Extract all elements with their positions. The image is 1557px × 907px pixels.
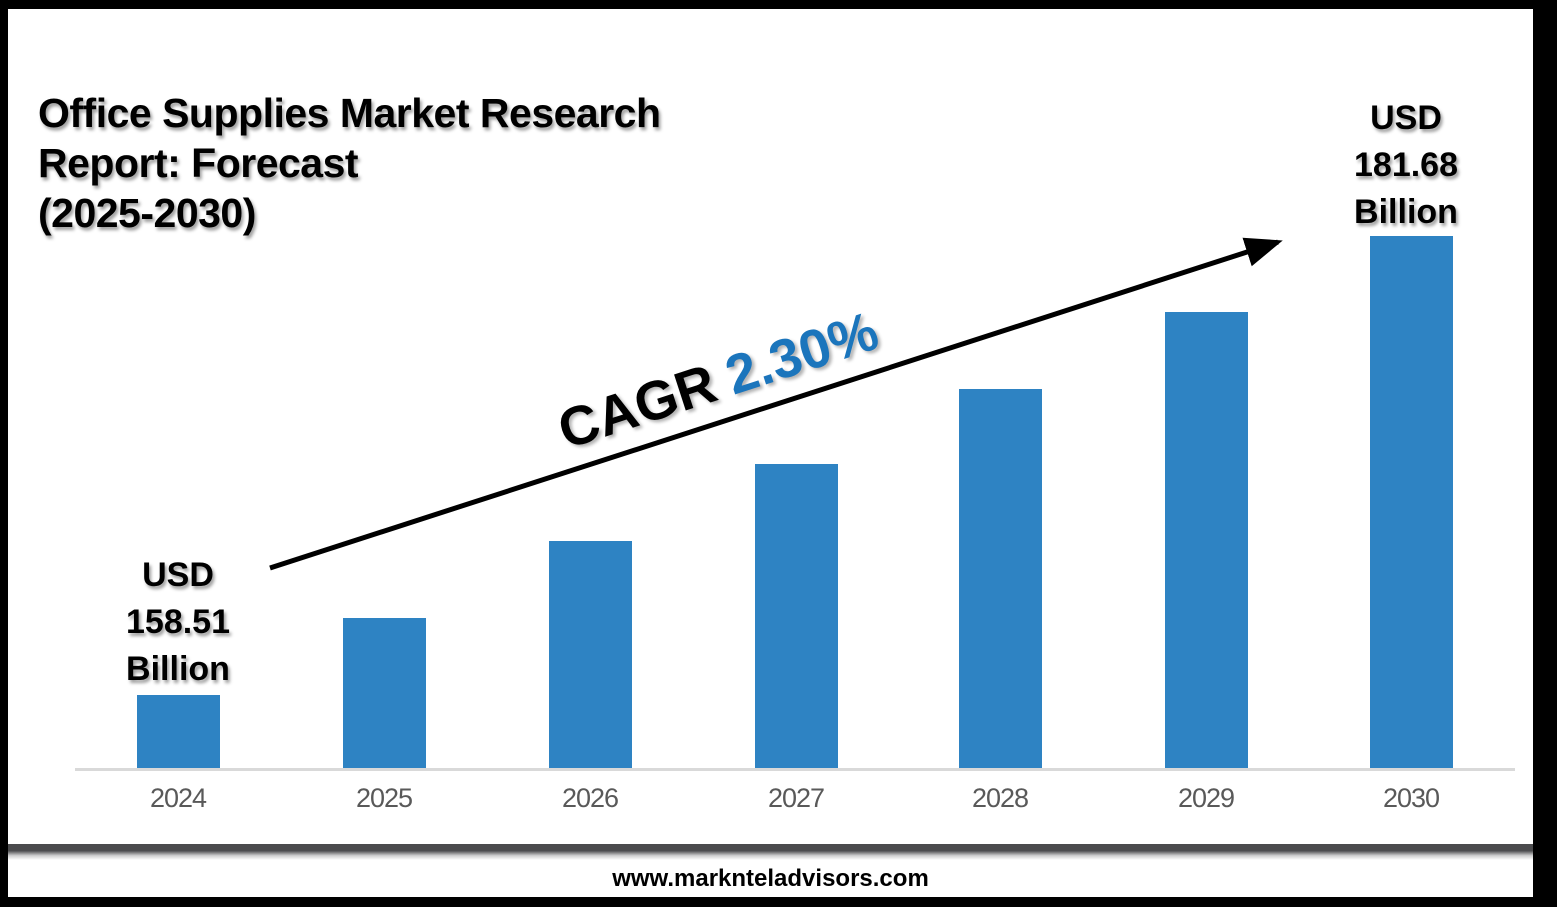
bar-2026 [549,541,632,768]
bar-2027 [755,464,838,768]
chart-title: Office Supplies Market Research Report: … [38,90,661,236]
x-tick-2026: 2026 [561,783,619,813]
x-tick-2030: 2030 [1382,783,1440,813]
footer-divider [8,844,1533,860]
x-tick-2029: 2029 [1177,783,1235,813]
footer-url: www.marknteladvisors.com [612,865,929,892]
value-label-2030: USD 181.68 Billion [1354,99,1458,231]
x-tick-2028: 2028 [971,783,1029,813]
bar-2029 [1165,312,1248,768]
x-tick-2027: 2027 [767,783,825,813]
bar-2024 [137,695,220,768]
bar-2028 [959,389,1042,768]
value-label-2024: USD 158.51 Billion [126,556,230,688]
x-axis-line [75,768,1515,771]
bar-2025 [343,618,426,768]
x-tick-2024: 2024 [149,783,207,813]
footer: www.marknteladvisors.com [8,861,1533,897]
x-tick-2025: 2025 [355,783,413,813]
bar-2030 [1370,236,1453,768]
